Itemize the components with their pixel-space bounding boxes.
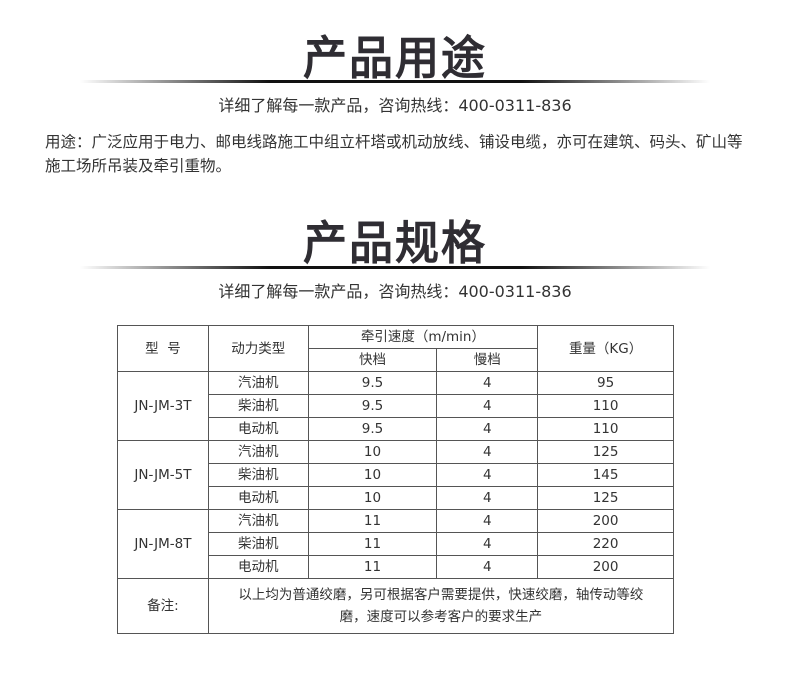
fast-speed-cell: 10 (307, 440, 438, 464)
power-cell: 汽油机 (207, 509, 309, 533)
table-row: 柴油机 11 4 220 (118, 532, 674, 556)
table-row: 电动机 11 4 200 (118, 555, 674, 579)
divider (80, 266, 710, 269)
header-power: 动力类型 (207, 325, 309, 372)
weight-cell: 110 (537, 417, 674, 441)
table-row: JN-JM-5T 汽油机 10 4 125 (117, 440, 674, 510)
fast-speed-cell: 9.5 (307, 417, 438, 441)
fast-speed-cell: 10 (307, 486, 438, 510)
header-speed: 牵引速度（m/min） (307, 325, 539, 349)
slow-speed-cell: 4 (436, 555, 539, 579)
fast-speed-cell: 10 (307, 463, 438, 487)
hotline-text: 详细了解每一款产品，咨询热线：400-0311-836 (218, 96, 572, 115)
fast-speed-cell: 11 (307, 509, 438, 533)
fast-speed-cell: 11 (307, 532, 438, 556)
power-cell: 电动机 (207, 417, 309, 441)
power-cell: 柴油机 (207, 394, 309, 418)
table-row: 柴油机 10 4 145 (118, 463, 674, 487)
power-cell: 电动机 (207, 555, 309, 579)
slow-speed-cell: 4 (436, 440, 539, 464)
weight-cell: 95 (537, 371, 674, 395)
table-row: 电动机 10 4 125 (118, 486, 674, 510)
model-cell: JN-JM-3T (117, 371, 209, 441)
weight-cell: 200 (537, 555, 674, 579)
power-cell: 柴油机 (207, 532, 309, 556)
weight-cell: 200 (537, 509, 674, 533)
note-text-content: 以上均为普通绞磨，另可根据客户需要提供，快速绞磨，轴传动等绞磨，速度可以参考客户… (238, 587, 644, 625)
slow-speed-cell: 4 (436, 486, 539, 510)
fast-speed-cell: 11 (307, 555, 438, 579)
slow-speed-cell: 4 (436, 532, 539, 556)
hotline-text: 详细了解每一款产品，咨询热线：400-0311-836 (218, 282, 572, 301)
weight-cell: 125 (537, 440, 674, 464)
section-title-spec: 产品规格 (303, 216, 487, 271)
model-cell: JN-JM-8T (117, 509, 209, 579)
section-title-usage: 产品用途 (303, 31, 487, 86)
divider (80, 80, 710, 83)
header-slow: 慢档 (436, 348, 539, 372)
fast-speed-cell: 9.5 (307, 371, 438, 395)
slow-speed-cell: 4 (436, 394, 539, 418)
fast-speed-cell: 9.5 (307, 394, 438, 418)
weight-cell: 220 (537, 532, 674, 556)
note-text: 以上均为普通绞磨，另可根据客户需要提供，快速绞磨，轴传动等绞磨，速度可以参考客户… (207, 578, 675, 634)
power-cell: 柴油机 (207, 463, 309, 487)
slow-speed-cell: 4 (436, 509, 539, 533)
table-row: 电动机 9.5 4 110 (118, 417, 674, 441)
table-row: JN-JM-3T 汽油机 9.5 4 95 (117, 371, 674, 441)
model-cell: JN-JM-5T (117, 440, 209, 510)
header-model: 型 号 (117, 325, 209, 372)
slow-speed-cell: 4 (436, 463, 539, 487)
weight-cell: 125 (537, 486, 674, 510)
usage-description: 用途：广泛应用于电力、邮电线路施工中组立杆塔或机动放线、铺设电缆，亦可在建筑、码… (45, 133, 743, 175)
weight-cell: 145 (537, 463, 674, 487)
note-label: 备注: (117, 578, 209, 634)
weight-cell: 110 (537, 394, 674, 418)
header-fast: 快档 (307, 348, 438, 372)
header-weight: 重量（KG） (537, 325, 674, 372)
power-cell: 汽油机 (207, 440, 309, 464)
table-row: JN-JM-8T 汽油机 11 4 200 (117, 509, 674, 579)
spec-table: 型 号 动力类型 牵引速度（m/min） 重量（KG） 快档 慢档 JN-JM-… (117, 325, 675, 634)
slow-speed-cell: 4 (436, 417, 539, 441)
power-cell: 汽油机 (207, 371, 309, 395)
slow-speed-cell: 4 (436, 371, 539, 395)
power-cell: 电动机 (207, 486, 309, 510)
